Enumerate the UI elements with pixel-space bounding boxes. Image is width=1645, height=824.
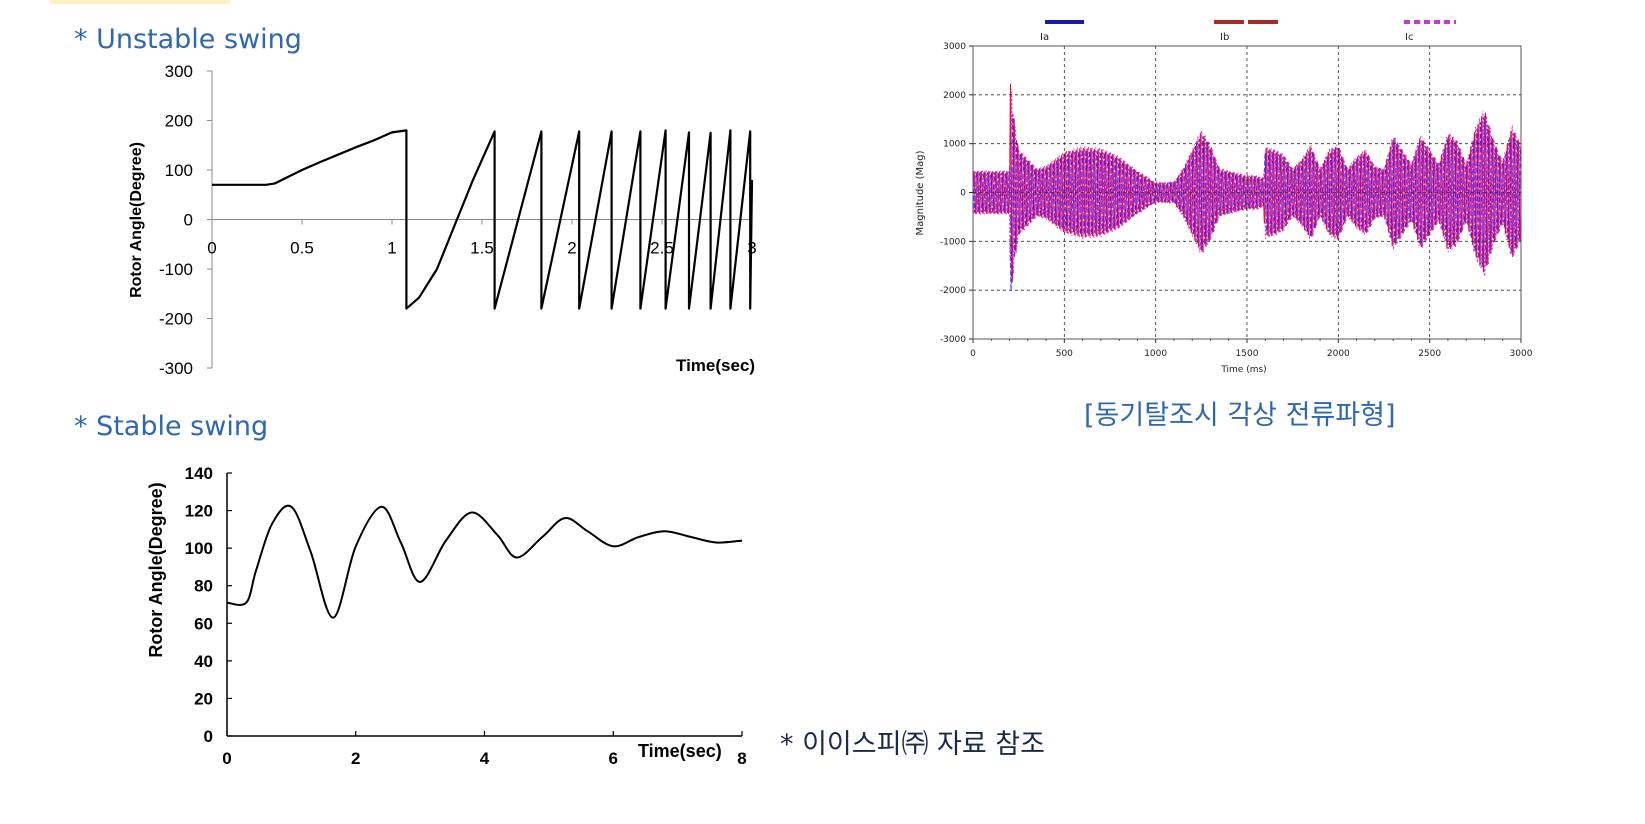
chart1-x-tick-label: 2.5 xyxy=(650,239,674,258)
chart2-x-tick-label: 2 xyxy=(351,749,360,768)
chart1-x-tick-label: 0.5 xyxy=(290,239,314,258)
chart1-series-line xyxy=(212,129,754,310)
chart3-y-axis-label: Magnitude (Mag) xyxy=(915,150,926,235)
chart1-x-tick-label: 1 xyxy=(387,239,396,258)
chart3-legend-label-ic: Ic xyxy=(1405,32,1413,43)
chart1-x-tick-label: 2 xyxy=(567,239,576,258)
chart2-y-tick-label: 0 xyxy=(204,727,213,746)
chart3-x-tick-label: 500 xyxy=(1056,349,1073,359)
chart2-y-tick-label: 120 xyxy=(185,502,213,521)
chart2-series-line xyxy=(226,504,743,619)
chart2-x-axis-label: Time(sec) xyxy=(638,741,722,761)
chart1-y-tick-label: -200 xyxy=(159,310,193,329)
chart2-y-tick-label: 100 xyxy=(185,539,213,558)
chart3-wave-trace xyxy=(973,92,1521,277)
chart3-y-tick-label: 0 xyxy=(960,189,966,199)
chart2-y-axis-label: Rotor Angle(Degree) xyxy=(146,482,166,657)
chart2-x-tick-label: 0 xyxy=(222,749,231,768)
chart1-y-tick-label: 100 xyxy=(165,161,193,180)
chart2-y-tick-label: 80 xyxy=(194,577,213,596)
chart1-y-tick-label: 0 xyxy=(184,211,193,230)
chart1-y-tick-label: 300 xyxy=(165,62,193,81)
chart3-y-tick-label: 2000 xyxy=(943,91,966,101)
chart3-y-tick-label: -1000 xyxy=(940,237,966,247)
chart3-legend-label-ib: Ib xyxy=(1220,32,1229,43)
chart3-y-tick-label: 1000 xyxy=(943,140,966,150)
chart3-x-tick-label: 0 xyxy=(970,349,976,359)
chart3-x-tick-label: 2000 xyxy=(1327,349,1350,359)
chart1-y-tick-label: 200 xyxy=(165,112,193,131)
reference-note: * 이이스피㈜ 자료 참조 xyxy=(780,729,1045,760)
chart1-y-tick-label: -100 xyxy=(159,260,193,279)
chart3-x-tick-label: 1500 xyxy=(1236,349,1259,359)
chart3-x-tick-label: 1000 xyxy=(1144,349,1167,359)
stable-swing-caption: * Stable swing xyxy=(74,411,269,442)
chart2-x-tick-label: 6 xyxy=(609,749,618,768)
title-accent-bar xyxy=(50,0,230,4)
chart3-y-tick-label: 3000 xyxy=(943,42,966,52)
chart2-y-tick-label: 60 xyxy=(194,614,213,633)
chart2-y-tick-label: 140 xyxy=(185,464,213,483)
chart3-x-axis-label: Time (ms) xyxy=(1220,365,1266,375)
chart3-y-tick-label: -2000 xyxy=(940,286,966,296)
chart1-x-tick-label: 1.5 xyxy=(470,239,494,258)
chart2-x-tick-label: 8 xyxy=(737,749,746,768)
unstable-swing-caption: * Unstable swing xyxy=(74,24,302,55)
chart3-legend: Ia Ib Ic xyxy=(1040,20,1456,43)
chart3-legend-label-ia: Ia xyxy=(1040,32,1049,43)
chart3-y-tick-label: -3000 xyxy=(940,335,966,345)
waveform-caption: [동기탈조시 각상 전류파형] xyxy=(1084,400,1396,431)
chart3-x-tick-label: 2500 xyxy=(1418,349,1441,359)
chart1-y-tick-label: -300 xyxy=(159,359,193,378)
chart1-y-axis-label: Rotor Angle(Degree) xyxy=(128,142,145,298)
chart1-x-axis-label: Time(sec) xyxy=(676,356,755,375)
chart3-x-tick-label: 3000 xyxy=(1510,349,1533,359)
chart2-x-tick-label: 4 xyxy=(480,749,490,768)
chart1-x-tick-label: 0 xyxy=(207,239,216,258)
chart2-y-tick-label: 40 xyxy=(194,652,213,671)
chart2-y-tick-label: 20 xyxy=(194,689,213,708)
